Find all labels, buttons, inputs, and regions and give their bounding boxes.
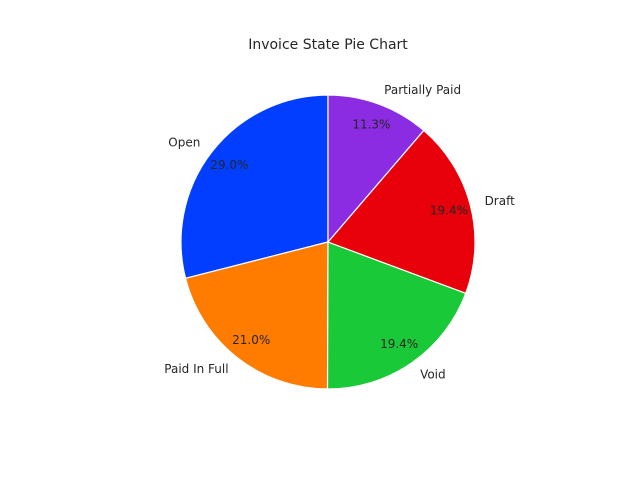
pie-labels: Open 29.0% Paid In Full 21.0% Void 19.4% Draft… — [164, 83, 515, 382]
slice-label: Void — [420, 367, 446, 381]
chart-title: Invoice State Pie Chart — [248, 37, 408, 53]
slice-label: Draft — [485, 194, 516, 208]
slice-percent-label: 29.0% — [210, 158, 248, 172]
pie-slice-draft — [326, 129, 476, 295]
pie-slice-paid-in-full — [184, 241, 329, 390]
pie-slice-partially-paid — [327, 94, 425, 244]
slice-percent-label: 21.0% — [232, 333, 270, 347]
slice-percent-label: 19.4% — [380, 337, 418, 351]
slice-label: Paid In Full — [164, 362, 228, 376]
slice-label: Partially Paid — [384, 83, 461, 97]
slice-percent-label: 19.4% — [430, 203, 468, 217]
slice-percent-label: 11.3% — [352, 117, 390, 131]
pie-slice-void — [326, 241, 467, 390]
pie-slice-open — [180, 94, 329, 280]
pie-slices — [180, 94, 476, 390]
slice-label: Open — [168, 135, 200, 149]
